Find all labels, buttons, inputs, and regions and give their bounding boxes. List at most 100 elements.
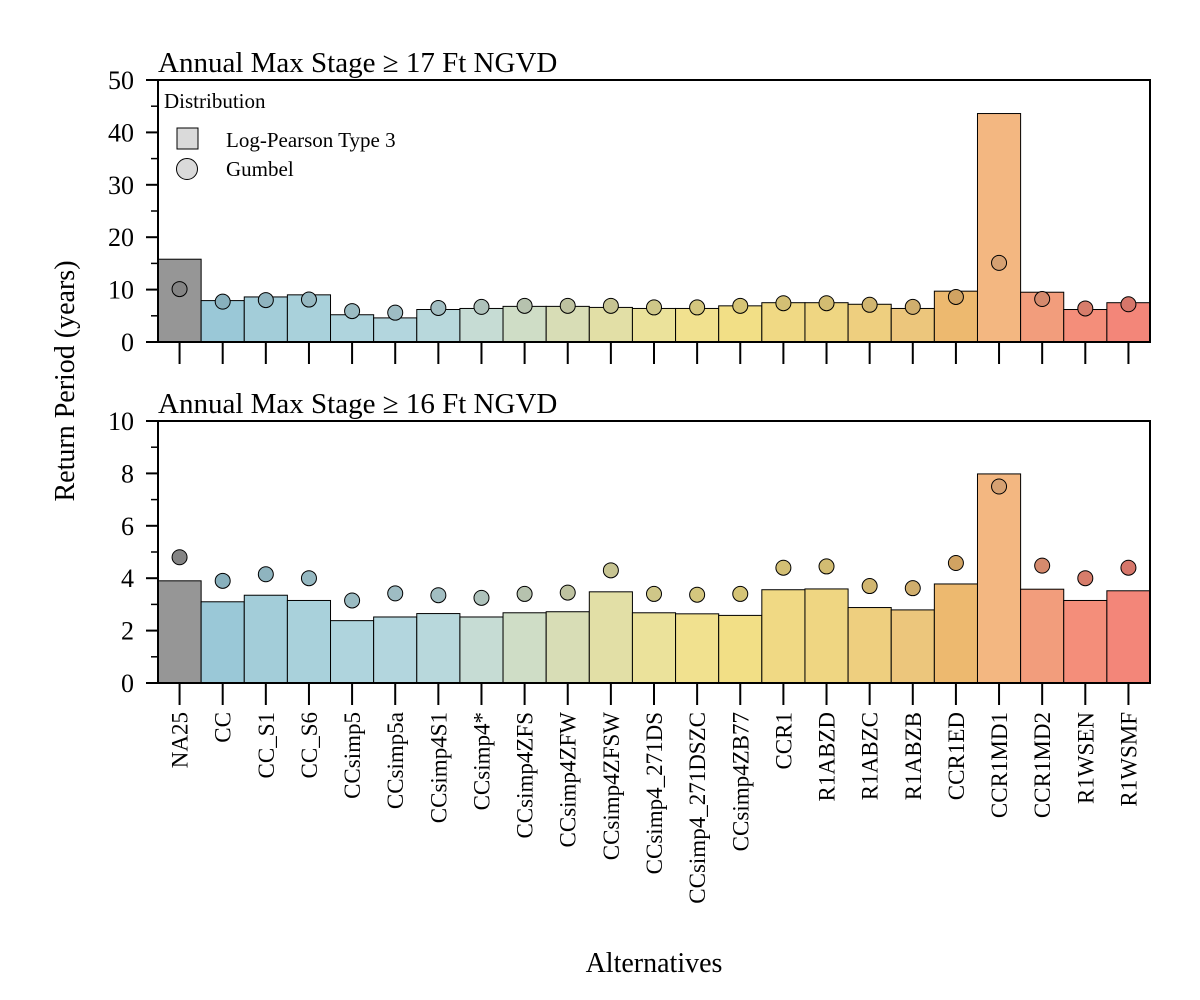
bar-cc-s1: [243, 594, 288, 684]
gumbel-point-r1wsmf: [1120, 559, 1137, 576]
gumbel-point-ccsimp4zfw: [559, 297, 576, 314]
gumbel-point-r1wsmf: [1120, 296, 1137, 313]
x-category-label: CCsimp4*: [469, 712, 494, 810]
gumbel-point-cc: [214, 572, 231, 589]
x-category-label: CCsimp4_271DSZC: [685, 712, 710, 904]
gumbel-point-na25: [171, 549, 188, 566]
gumbel-point-ccsimp5a: [387, 585, 404, 602]
bar-ccsimp5: [330, 620, 375, 684]
gumbel-point-cc-s6: [300, 570, 317, 587]
x-category-label: R1ABZB: [901, 712, 926, 800]
gumbel-point-r1abzb: [904, 580, 921, 597]
bar-ccr1md1: [976, 473, 1022, 684]
bar-ccsimp4-: [459, 616, 504, 684]
x-category-label: CC_S1: [254, 712, 279, 778]
x-category-label: NA25: [168, 712, 193, 768]
x-category-label: CCR1ED: [944, 712, 969, 800]
bar-ccr1: [761, 589, 806, 684]
gumbel-point-r1abzd: [818, 295, 835, 312]
legend-circle-swatch: [176, 158, 198, 180]
gumbel-point-ccsimp4zfs: [516, 297, 533, 314]
bar-ccsimp4-271dszc: [675, 613, 720, 684]
bar-r1abzd: [804, 588, 849, 684]
panel-title-17ft: Annual Max Stage ≥ 17 Ft NGVD: [158, 47, 557, 79]
gumbel-point-cc-s6: [300, 291, 317, 308]
gumbel-point-ccsimp4zb77: [732, 297, 749, 314]
bar-ccsimp4zfsw: [588, 591, 633, 684]
gumbel-point-ccsimp5: [344, 303, 361, 320]
x-category-label: CCsimp5: [340, 712, 365, 799]
gumbel-points-16ft: [171, 478, 1137, 609]
gumbel-point-ccsimp4s1: [430, 299, 447, 316]
gumbel-point-cc-s1: [257, 566, 274, 583]
legend-bar-swatch: [176, 127, 199, 150]
y-tick-label: 40: [108, 118, 134, 147]
panel-17ft: Annual Max Stage ≥ 17 Ft NGVD 0 10 20 30 40 5…: [108, 47, 1151, 364]
gumbel-point-ccsimp4-: [473, 589, 490, 606]
bar-na25: [157, 580, 202, 684]
y-tick-label: 10: [108, 407, 134, 436]
x-category-label: CCsimp5a: [383, 712, 408, 809]
gumbel-point-ccsimp4-271ds: [646, 585, 662, 602]
x-category-label: CCsimp4ZFS: [513, 712, 538, 839]
bar-cc-s6: [286, 599, 332, 684]
y-tick-label: 0: [121, 669, 134, 698]
gumbel-point-ccsimp4zfw: [559, 584, 576, 601]
gumbel-point-ccsimp4zfsw: [602, 562, 619, 579]
x-category-label: R1WSMF: [1116, 712, 1141, 807]
bar-ccsimp4zfw: [545, 611, 590, 684]
x-category-label: CCsimp4S1: [426, 712, 451, 823]
y-tick-label: 6: [121, 512, 134, 541]
x-category-label: CCR1: [771, 712, 796, 770]
y-tick-label: 8: [121, 459, 134, 488]
y-axis-17ft: 0 10 20 30 40 50: [108, 66, 158, 357]
gumbel-point-ccr1md1: [991, 254, 1008, 271]
gumbel-point-ccsimp4-271dszc: [689, 586, 706, 603]
y-tick-label: 20: [108, 223, 134, 252]
bar-r1abzb: [890, 609, 935, 684]
x-category-label: CC: [211, 712, 236, 743]
bars-17ft: [157, 113, 1151, 343]
y-tick-label: 30: [108, 171, 134, 200]
x-axis-title: Alternatives: [586, 948, 723, 979]
gumbel-point-ccr1ed: [947, 555, 964, 571]
gumbel-point-ccr1md2: [1034, 291, 1051, 308]
legend: Distribution Log-Pearson Type 3 Gumbel: [164, 89, 396, 181]
gumbel-point-ccsimp4s1: [430, 587, 447, 604]
gumbel-point-r1abzc: [861, 296, 878, 313]
x-category-label: CCsimp4ZFSW: [599, 712, 624, 861]
legend-label-gumbel: Gumbel: [226, 157, 294, 181]
gumbel-point-r1wsen: [1077, 570, 1094, 587]
gumbel-point-ccr1: [775, 559, 792, 576]
gumbel-point-cc-s1: [257, 292, 274, 309]
gumbel-points-17ft: [171, 254, 1137, 321]
bar-r1abzc: [847, 303, 892, 343]
x-category-labels: NA25 CC CC_S1 CC_S6 CCsimp5 CCsimp5a CCsimp4S1…: [168, 712, 1142, 904]
x-axis-ticks-16ft: [178, 683, 1130, 705]
gumbel-point-ccsimp4-271ds: [646, 299, 662, 316]
gumbel-point-ccsimp4-: [473, 298, 490, 315]
x-axis-ticks-17ft: [178, 342, 1130, 364]
x-category-label: CCsimp4ZB77: [728, 712, 753, 851]
x-category-label: R1ABZC: [858, 712, 883, 800]
gumbel-point-ccr1md1: [991, 478, 1008, 495]
y-axis-16ft: 0 2 4 6 8 10: [108, 407, 158, 698]
bar-ccsimp5a: [373, 616, 418, 684]
bar-ccsimp4zfs: [502, 612, 547, 684]
x-category-label: CCR1MD1: [987, 712, 1012, 818]
bar-r1wsmf: [1106, 590, 1151, 684]
gumbel-point-na25: [171, 281, 188, 298]
bar-ccsimp4s1: [416, 613, 461, 684]
y-tick-label: 4: [121, 564, 134, 593]
gumbel-point-r1abzb: [904, 298, 921, 315]
y-tick-label: 0: [121, 328, 134, 357]
bar-ccsimp4zb77: [718, 614, 763, 684]
bar-r1abzc: [847, 607, 892, 684]
bars-16ft: [157, 473, 1151, 684]
gumbel-point-ccr1ed: [947, 288, 964, 305]
plot-frame-16ft: [157, 420, 1151, 684]
bar-ccsimp4-271ds: [631, 612, 677, 684]
gumbel-point-ccr1md2: [1034, 557, 1051, 574]
gumbel-point-r1wsen: [1077, 300, 1094, 317]
